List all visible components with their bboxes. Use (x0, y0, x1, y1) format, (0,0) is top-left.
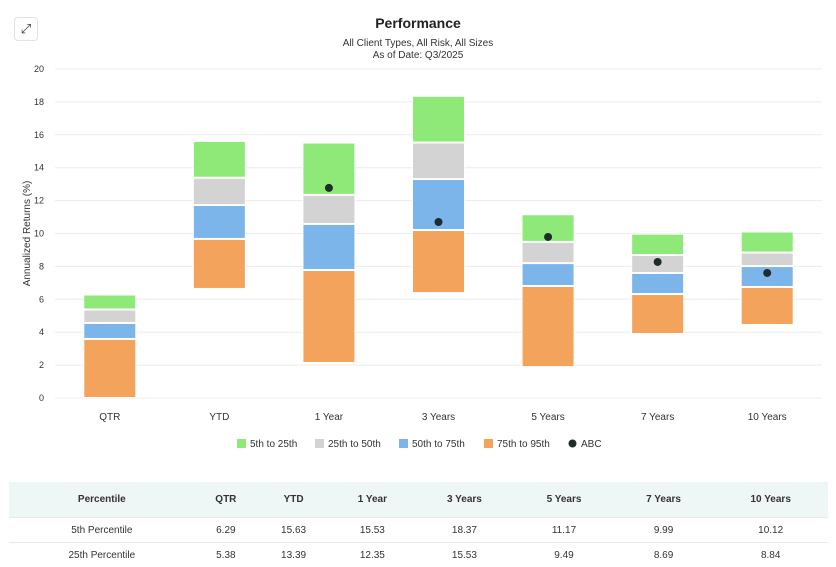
table-cell: 8.69 (614, 543, 714, 567)
legend-swatch (399, 439, 408, 448)
y-tick-label: 18 (34, 97, 44, 107)
bar-segment-5th-to-25th (84, 295, 136, 309)
legend-item: 5th to 25th (250, 439, 297, 450)
table-cell: 18.37 (415, 518, 515, 543)
bar-segment-5th-to-25th (413, 96, 465, 142)
y-tick-label: 12 (34, 196, 44, 206)
abc-marker (325, 184, 333, 192)
x-tick-label: QTR (99, 412, 120, 423)
column-header: 5 Years (514, 482, 614, 518)
legend-item: 50th to 75th (412, 439, 465, 450)
performance-chart: 0 2 4 6 8 10 12 14 16 18 20 Annualized Returns (%) Q… (0, 0, 836, 470)
table-cell: 10.12 (713, 518, 828, 543)
y-tick-label: 10 (34, 229, 44, 239)
legend-item: 75th to 95th (497, 439, 550, 450)
table-cell: 13.39 (257, 543, 330, 567)
legend-swatch (315, 439, 324, 448)
bar-segment-50th-to-75th (84, 323, 136, 338)
x-tick-label: 5 Years (531, 412, 564, 423)
table-cell: 9.99 (614, 518, 714, 543)
bar-segment-5th-to-25th (632, 234, 684, 254)
bar-segment-75th-to-95th (84, 339, 136, 397)
legend-swatch (484, 439, 493, 448)
x-tick-label: 3 Years (422, 412, 455, 423)
column-header: 10 Years (713, 482, 828, 518)
bar-segment-75th-to-95th (522, 286, 574, 366)
table-cell: 15.53 (330, 518, 415, 543)
column-header: 1 Year (330, 482, 415, 518)
bar-segment-75th-to-95th (741, 287, 793, 324)
table-cell: 15.63 (257, 518, 330, 543)
bar-segment-75th-to-95th (303, 271, 355, 363)
y-tick-label: 4 (39, 327, 44, 337)
legend-item: ABC (581, 439, 602, 450)
abc-marker (654, 258, 662, 266)
bar-segment-50th-to-75th (193, 206, 245, 239)
y-tick-label: 8 (39, 261, 44, 271)
column-header: Percentile (9, 482, 195, 518)
y-tick-label: 2 (39, 360, 44, 370)
bar-segment-25th-to-50th (741, 253, 793, 265)
y-tick-label: 16 (34, 130, 44, 140)
bar-segment-50th-to-75th (303, 224, 355, 269)
bar-segment-50th-to-75th (522, 264, 574, 286)
bar-segment-50th-to-75th (632, 273, 684, 293)
column-header: YTD (257, 482, 330, 518)
bar-segment-25th-to-50th (522, 242, 574, 262)
table-cell: 9.49 (514, 543, 614, 567)
abc-marker (763, 269, 771, 277)
table-cell: 5.38 (195, 543, 257, 567)
abc-marker (544, 233, 552, 241)
y-tick-label: 6 (39, 294, 44, 304)
legend-swatch (237, 439, 246, 448)
y-tick-label: 14 (34, 163, 44, 173)
abc-marker (435, 218, 443, 226)
column-header: 3 Years (415, 482, 515, 518)
bar-segment-5th-to-25th (741, 232, 793, 252)
bar-segment-75th-to-95th (413, 231, 465, 293)
table-cell: 11.17 (514, 518, 614, 543)
table-cell: 25th Percentile (9, 543, 195, 567)
table-cell: 5th Percentile (9, 518, 195, 543)
x-tick-label: 10 Years (748, 412, 787, 423)
bar-segment-25th-to-50th (84, 310, 136, 322)
bar-segment-75th-to-95th (193, 239, 245, 288)
table-cell: 12.35 (330, 543, 415, 567)
column-header: 7 Years (614, 482, 714, 518)
bar-segment-25th-to-50th (303, 195, 355, 223)
bar-segment-25th-to-50th (413, 143, 465, 179)
table-cell: 6.29 (195, 518, 257, 543)
table-cell: 15.53 (415, 543, 515, 567)
legend-swatch-marker (569, 440, 577, 448)
legend-item: 25th to 50th (328, 439, 381, 450)
bar-segment-75th-to-95th (632, 295, 684, 334)
table-cell: 8.84 (713, 543, 828, 567)
x-tick-label: 7 Years (641, 412, 674, 423)
x-tick-label: 1 Year (315, 412, 344, 423)
bar-segment-5th-to-25th (193, 141, 245, 177)
x-tick-label: YTD (209, 412, 229, 423)
y-tick-label: 20 (34, 64, 44, 74)
y-tick-label: 0 (39, 393, 44, 403)
bar-segment-25th-to-50th (193, 178, 245, 204)
y-axis-label: Annualized Returns (%) (22, 181, 33, 287)
column-header: QTR (195, 482, 257, 518)
